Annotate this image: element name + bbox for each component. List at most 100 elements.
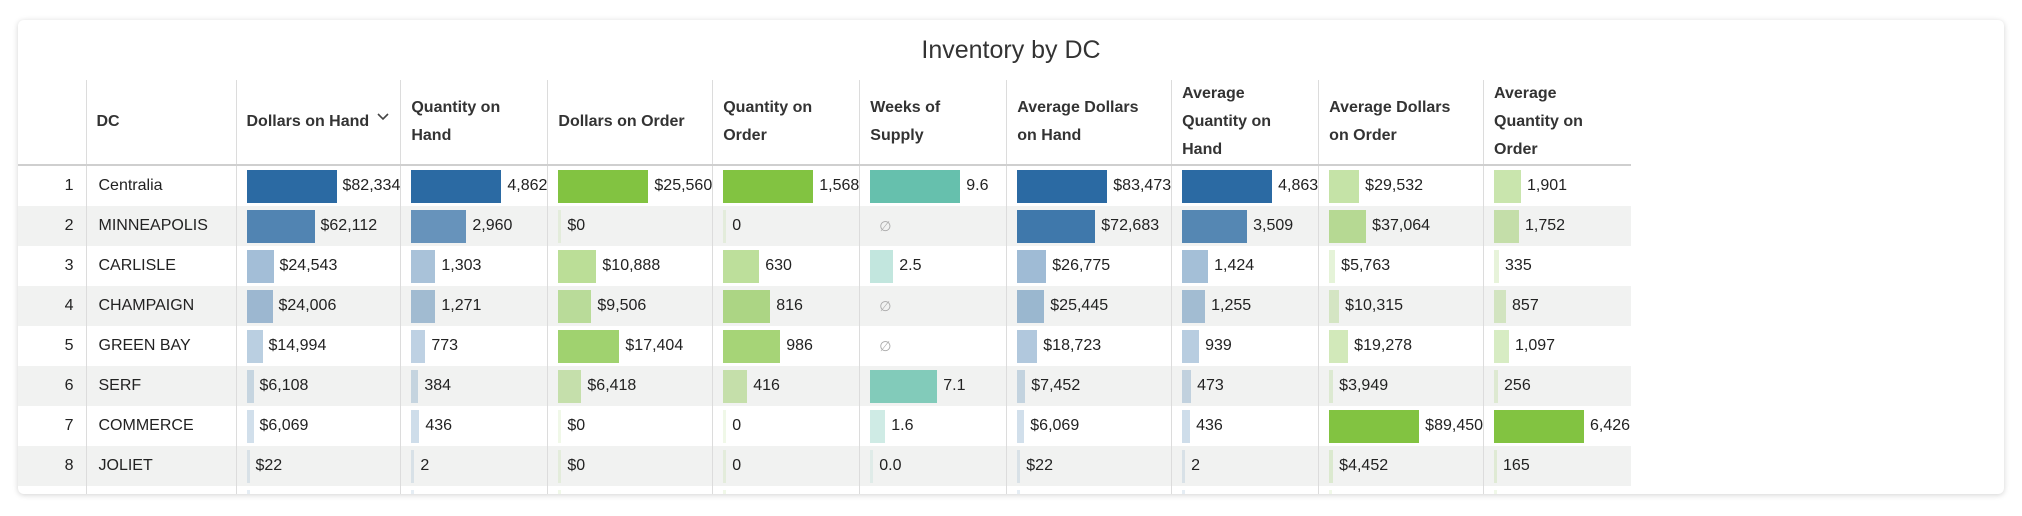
adoo-cell: $0 xyxy=(1318,486,1484,494)
adoo-cell: $4,452 xyxy=(1318,446,1484,486)
wos-bar xyxy=(870,369,938,403)
aqoh-bar xyxy=(1182,409,1191,443)
adoo-bar xyxy=(1329,289,1340,323)
doo-bar xyxy=(558,289,592,323)
wos-label: 0.0 xyxy=(879,457,902,474)
table-row[interactable]: 6 SERF $6,108 384 $6,418 416 7.1 $7,452 473 $3,94… xyxy=(18,366,1631,406)
adoo-cell: $3,949 xyxy=(1318,366,1484,406)
qoo-label: 1,568 xyxy=(819,177,860,194)
aqoh-cell: 436 xyxy=(1171,406,1319,446)
doo-bar xyxy=(558,209,562,243)
qoh-bar xyxy=(411,289,436,323)
chevron-down-icon[interactable] xyxy=(376,110,390,124)
doo-cell: $0 xyxy=(547,486,713,494)
header-weeks-of-supply[interactable]: Weeks of Supply xyxy=(859,80,1007,166)
aqoh-label: 2 xyxy=(1191,457,1201,474)
doo-cell: $17,404 xyxy=(547,326,713,366)
header-average-dollars-on-order[interactable]: Average Dollars on Order xyxy=(1318,80,1484,166)
aqoo-label: 1,752 xyxy=(1525,217,1566,234)
aqoo-label: 6,426 xyxy=(1590,417,1631,434)
doh-bar xyxy=(246,169,337,203)
dc-name-cell: MINNEAPOLIS xyxy=(85,206,236,246)
aqoo-label: 1,901 xyxy=(1527,177,1568,194)
aqoh-label: 3,509 xyxy=(1253,217,1294,234)
qoh-bar xyxy=(411,169,502,203)
adoo-cell: $10,315 xyxy=(1318,286,1484,326)
aqoo-bar xyxy=(1494,409,1585,443)
qoo-bar xyxy=(723,369,748,403)
wos-cell: 1.6 xyxy=(859,406,1007,446)
doo-bar xyxy=(558,169,649,203)
qoo-cell: 630 xyxy=(712,246,860,286)
table-body: 1 Centralia $82,334 4,862 $25,560 1,568 9.6 $83… xyxy=(18,165,1631,494)
header-dollars-on-hand[interactable]: Dollars on Hand xyxy=(235,80,401,166)
table-row[interactable]: 5 GREEN BAY $14,994 773 $17,404 986 ∅ $18,723 93… xyxy=(18,326,1631,366)
doh-bar xyxy=(246,449,250,483)
aqoo-bar xyxy=(1494,249,1500,283)
adoo-bar xyxy=(1329,169,1360,203)
table-row[interactable]: 8 JOLIET $22 2 $0 0 0.0 $22 2 $4,452 165 xyxy=(18,446,1631,486)
table-row[interactable]: 7 COMMERCE $6,069 436 $0 0 1.6 $6,069 436 $89,450… xyxy=(18,406,1631,446)
table-row[interactable]: 1 Centralia $82,334 4,862 $25,560 1,568 9.6 $83… xyxy=(18,165,1631,206)
header-average-quantity-on-order[interactable]: Average Quantity on Order xyxy=(1483,80,1631,166)
wos-cell: ∅ xyxy=(859,286,1007,326)
qoh-bar xyxy=(411,369,419,403)
qoo-label: 0 xyxy=(732,217,742,234)
aqoo-cell: 857 xyxy=(1483,286,1631,326)
qoh-cell: 384 xyxy=(400,366,548,406)
table-row[interactable]: 2 MINNEAPOLIS $62,112 2,960 $0 0 ∅ $72,683 3,509… xyxy=(18,206,1631,246)
qoh-label: 2,960 xyxy=(472,217,513,234)
aqoo-bar xyxy=(1494,329,1510,363)
doo-label: $0 xyxy=(567,457,586,474)
adoh-bar xyxy=(1017,369,1026,403)
header-dollars-on-hand-label: Dollars on Hand xyxy=(246,113,370,130)
table-row[interactable]: 4 CHAMPAIGN $24,006 1,271 $9,506 816 ∅ $25,445 1… xyxy=(18,286,1631,326)
wos-bar xyxy=(870,449,874,483)
aqoo-label: 335 xyxy=(1505,257,1532,274)
doh-cell: $62,112 xyxy=(235,206,401,246)
aqoo-cell: 6,426 xyxy=(1483,406,1631,446)
doh-cell: $14,994 xyxy=(235,326,401,366)
qoh-label: 2 xyxy=(420,457,430,474)
dc-name-cell: Centralia xyxy=(85,165,236,206)
doh-cell: $24,543 xyxy=(235,246,401,286)
aqoh-label: 1,424 xyxy=(1214,257,1255,274)
qoo-cell: 816 xyxy=(712,286,860,326)
qoh-label: 4,862 xyxy=(507,177,548,194)
wos-cell: 7.1 xyxy=(859,366,1007,406)
aqoo-bar xyxy=(1494,449,1498,483)
header-quantity-on-order[interactable]: Quantity on Order xyxy=(712,80,860,166)
aqoh-bar xyxy=(1182,209,1248,243)
table-row[interactable]: 3 CARLISLE $24,543 1,303 $10,888 630 2.5 $26,77… xyxy=(18,246,1631,286)
adoh-bar xyxy=(1017,289,1045,323)
header-quantity-on-hand[interactable]: Quantity on Hand xyxy=(400,80,548,166)
table-row[interactable]: 9ANNISTON$121$00∅$121$00 xyxy=(18,486,1631,494)
header-average-quantity-on-hand[interactable]: Average Quantity on Hand xyxy=(1171,80,1319,166)
adoo-bar xyxy=(1329,249,1336,283)
adoo-label: $37,064 xyxy=(1372,217,1431,234)
aqoh-cell: 2 xyxy=(1171,446,1319,486)
qoh-cell: 4,862 xyxy=(400,165,548,206)
qoh-cell: 2 xyxy=(400,446,548,486)
doo-label: $10,888 xyxy=(602,257,661,274)
doo-label: $9,506 xyxy=(597,297,647,314)
adoo-cell: $5,763 xyxy=(1318,246,1484,286)
dc-name-cell: ANNISTON xyxy=(85,486,236,494)
header-average-dollars-on-hand[interactable]: Average Dollars on Hand xyxy=(1006,80,1172,166)
wos-label: 2.5 xyxy=(899,257,922,274)
header-dollars-on-order[interactable]: Dollars on Order xyxy=(547,80,713,166)
header-dc[interactable]: DC xyxy=(85,80,236,166)
qoh-label: 436 xyxy=(425,417,453,434)
aqoh-bar xyxy=(1182,289,1206,323)
adoo-bar xyxy=(1329,369,1334,403)
doo-bar xyxy=(558,409,562,443)
qoo-label: 630 xyxy=(765,257,792,274)
qoh-label: 1,271 xyxy=(441,297,482,314)
wos-cell: 0.0 xyxy=(859,446,1007,486)
doh-cell: $12 xyxy=(235,486,401,494)
qoo-cell: 986 xyxy=(712,326,860,366)
doo-label: $6,418 xyxy=(587,377,637,394)
aqoh-bar xyxy=(1182,489,1186,494)
aqoo-bar xyxy=(1494,489,1498,494)
adoo-label: $10,315 xyxy=(1345,297,1404,314)
